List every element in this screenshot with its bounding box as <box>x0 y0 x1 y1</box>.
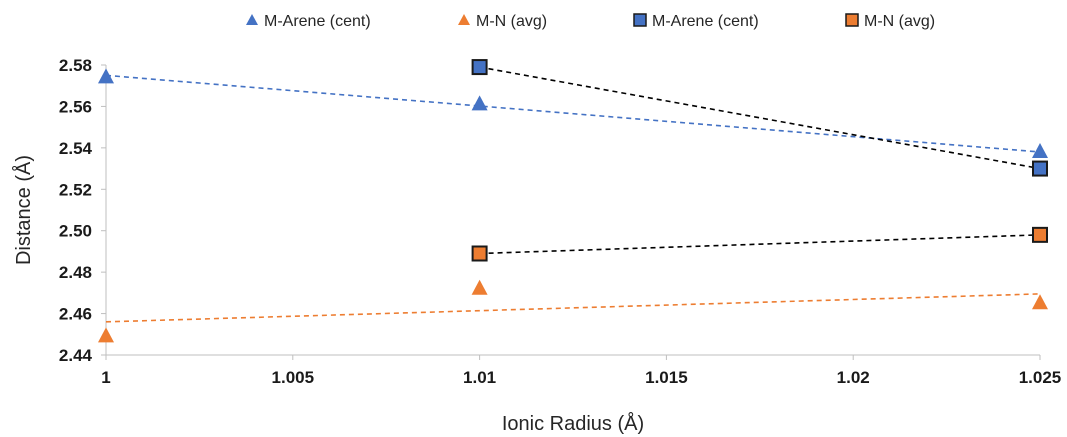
data-point-series-1 <box>1032 294 1048 310</box>
x-tick-label: 1 <box>101 368 110 387</box>
plot-area: 2.442.462.482.502.522.542.562.58 1 1.005 1… <box>59 56 1061 387</box>
legend-marker <box>246 14 258 25</box>
data-point-series-1 <box>98 327 114 343</box>
data-point-series-3 <box>1032 226 1048 243</box>
x-axis-title: Ionic Radius (Å) <box>502 412 644 435</box>
connector-series-2 <box>479 66 1041 170</box>
data-point-series-0 <box>1032 143 1048 158</box>
trendline-series-0 <box>105 74 1041 153</box>
legend-label: M-Arene (cent) <box>264 13 371 30</box>
y-tick-label: 2.52 <box>59 180 92 199</box>
y-tick-label: 2.44 <box>59 346 93 365</box>
y-axis-title: Distance (Å) <box>12 155 35 265</box>
legend-item-0: M-Arene (cent) <box>246 13 371 30</box>
legend-label: M-N (avg) <box>476 13 547 30</box>
y-tick-label: 2.46 <box>59 305 92 324</box>
connector-series-3 <box>479 234 1041 255</box>
legend: M-Arene (cent) M-N (avg) M-Arene (cent) M-N… <box>246 13 935 30</box>
legend-item-2: M-Arene (cent) <box>633 13 759 30</box>
x-tick-label: 1.02 <box>837 368 870 387</box>
data-point-series-2 <box>1032 160 1048 177</box>
legend-item-1: M-N (avg) <box>458 13 547 30</box>
trendlines <box>105 66 1041 323</box>
x-ticks: 1 1.005 1.01 1.015 1.02 1.025 <box>101 355 1061 387</box>
trendline-series-1 <box>105 293 1041 323</box>
data-point-series-3 <box>471 245 488 262</box>
legend-label: M-Arene (cent) <box>652 13 759 30</box>
y-tick-label: 2.54 <box>59 139 93 158</box>
data-point-series-1 <box>471 279 488 295</box>
legend-marker <box>633 13 647 27</box>
legend-marker <box>845 13 859 27</box>
legend-item-3: M-N (avg) <box>845 13 935 30</box>
y-tick-label: 2.48 <box>59 263 92 282</box>
x-tick-label: 1.015 <box>645 368 688 387</box>
y-tick-label: 2.58 <box>59 56 92 75</box>
y-tick-label: 2.50 <box>59 222 92 241</box>
data-point-series-2 <box>471 59 488 76</box>
markers <box>98 59 1048 343</box>
legend-label: M-N (avg) <box>864 13 935 30</box>
y-ticks: 2.44 2.46 2.48 2.50 2.52 2.54 2.56 2.58 <box>59 56 106 365</box>
x-tick-label: 1.005 <box>272 368 315 387</box>
data-point-series-0 <box>98 68 114 84</box>
x-tick-label: 1.025 <box>1019 368 1062 387</box>
y-tick-label: 2.56 <box>59 97 92 116</box>
legend-marker <box>458 14 470 25</box>
data-point-series-0 <box>471 95 488 111</box>
x-tick-label: 1.01 <box>463 368 496 387</box>
